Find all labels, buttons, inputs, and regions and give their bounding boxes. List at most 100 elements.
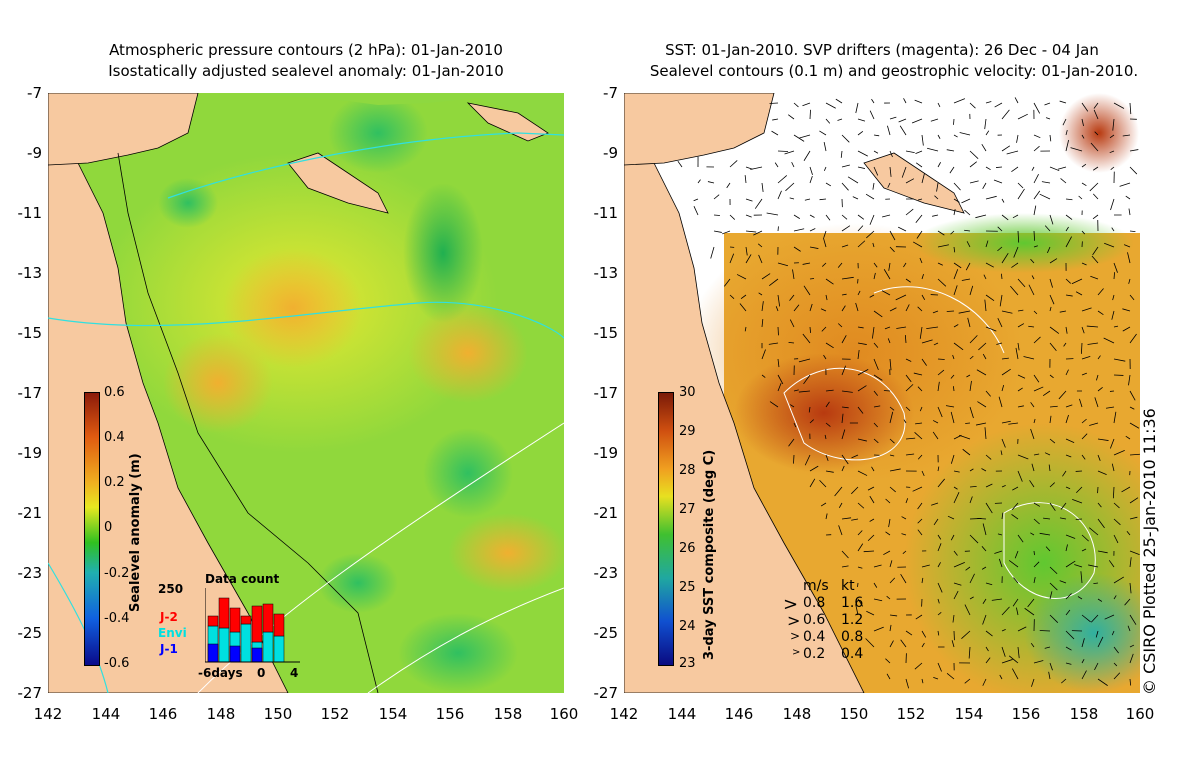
velocity-arrow — [921, 470, 925, 477]
velocity-arrow — [857, 130, 864, 136]
velocity-arrow — [975, 214, 987, 219]
velocity-arrow — [914, 432, 923, 440]
bar — [207, 643, 219, 663]
velocity-arrow — [1049, 258, 1058, 264]
bar-group — [207, 597, 285, 663]
velocity-arrow — [753, 230, 763, 236]
velocity-arrow — [1030, 642, 1035, 648]
velocity-arrow — [1109, 438, 1115, 449]
velocity-arrow — [873, 310, 883, 318]
velocity-arrow — [740, 294, 747, 300]
y-tick: -25 — [593, 624, 619, 642]
legend-envi: Envi — [158, 626, 187, 640]
velocity-arrow — [841, 454, 849, 465]
x-tick: 146 — [148, 705, 178, 723]
velocity-arrow — [1049, 566, 1058, 575]
velocity-arrow — [932, 214, 939, 217]
velocity-arrow — [1017, 230, 1020, 243]
velocity-arrow — [825, 389, 834, 392]
velocity-arrow — [897, 226, 907, 232]
velocity-arrow — [1129, 582, 1132, 594]
velocity-arrow — [950, 374, 955, 379]
velocity-arrow — [969, 335, 978, 344]
velocity-arrow — [857, 118, 866, 122]
velocity-arrow — [852, 196, 859, 200]
velocity-arrow — [750, 166, 763, 170]
y-tick: -23 — [593, 564, 619, 582]
velocity-arrow — [921, 630, 927, 638]
x-tick: 154 — [378, 705, 408, 723]
velocity-arrow — [996, 342, 1003, 345]
velocity-arrow — [1011, 514, 1019, 520]
velocity-arrow — [1065, 662, 1072, 665]
velocity-arrow — [1097, 636, 1104, 648]
velocity-arrow — [937, 582, 943, 593]
velocity-arrow — [825, 422, 831, 427]
velocity-arrow — [1129, 557, 1132, 568]
velocity-arrow — [1057, 166, 1067, 170]
velocity-arrow — [1015, 347, 1019, 360]
velocity-arrow — [946, 310, 955, 312]
velocity-arrow — [937, 262, 943, 266]
velocity-arrow — [999, 294, 1003, 307]
velocity-arrow — [745, 214, 752, 218]
velocity-arrow — [887, 125, 891, 136]
velocity-arrow — [841, 134, 850, 143]
velocity-arrow — [1029, 480, 1035, 488]
velocity-arrow — [1001, 214, 1009, 221]
velocity-arrow — [789, 404, 795, 408]
velocity-arrow — [788, 438, 795, 447]
velocity-arrow — [887, 338, 891, 344]
velocity-arrow — [823, 230, 827, 238]
velocity-arrow — [889, 486, 896, 493]
velocity-arrow — [1001, 512, 1004, 520]
velocity-arrow — [841, 305, 846, 312]
velocity-arrow — [1113, 502, 1120, 509]
velocity-arrow — [1044, 646, 1051, 649]
velocity-arrow — [997, 533, 1003, 536]
velocity-arrow — [953, 118, 955, 125]
y-tick: -13 — [17, 264, 43, 282]
velocity-arrow — [903, 419, 907, 424]
velocity-arrow — [1090, 142, 1099, 152]
velocity-arrow — [840, 150, 843, 158]
velocity-arrow — [1017, 454, 1029, 460]
velocity-arrow — [1097, 438, 1109, 441]
velocity-arrow — [905, 208, 914, 216]
velocity-arrow — [869, 294, 875, 298]
left-title-line2: Isostatically adjusted sealevel anomaly:… — [108, 62, 504, 80]
velocity-arrow — [784, 150, 795, 155]
velocity-arrow — [1125, 435, 1131, 440]
velocity-arrow — [905, 453, 915, 456]
velocity-arrow — [900, 573, 907, 584]
velocity-arrow — [934, 195, 939, 200]
velocity-arrow — [1031, 678, 1035, 687]
velocity-arrow — [937, 562, 941, 568]
velocity-arrow — [825, 278, 834, 285]
velocity-arrow — [889, 438, 895, 444]
velocity-arrow — [1001, 357, 1009, 360]
velocity-arrow — [693, 206, 699, 216]
velocity-arrow — [905, 630, 913, 636]
velocity-arrow — [788, 342, 795, 344]
velocity-arrow — [1129, 390, 1136, 401]
velocity-arrow — [903, 262, 907, 268]
velocity-arrow — [953, 550, 958, 556]
velocity-arrow — [969, 573, 975, 584]
velocity-arrow — [1113, 672, 1121, 680]
velocity-arrow — [1097, 387, 1103, 392]
velocity-arrow — [769, 278, 779, 286]
velocity-arrow — [873, 272, 876, 280]
velocity-arrow — [825, 342, 834, 349]
velocity-arrow — [937, 406, 943, 418]
velocity-arrow — [921, 358, 927, 366]
velocity-arrow — [809, 278, 815, 280]
velocity-arrow — [1024, 607, 1035, 616]
velocity-arrow — [1033, 418, 1036, 424]
velocity-arrow — [1097, 355, 1101, 360]
bar — [251, 605, 263, 643]
velocity-arrow — [932, 310, 939, 314]
velocity-arrow — [857, 406, 864, 414]
x-tick: 160 — [549, 705, 579, 723]
velocity-arrow — [1049, 405, 1058, 408]
